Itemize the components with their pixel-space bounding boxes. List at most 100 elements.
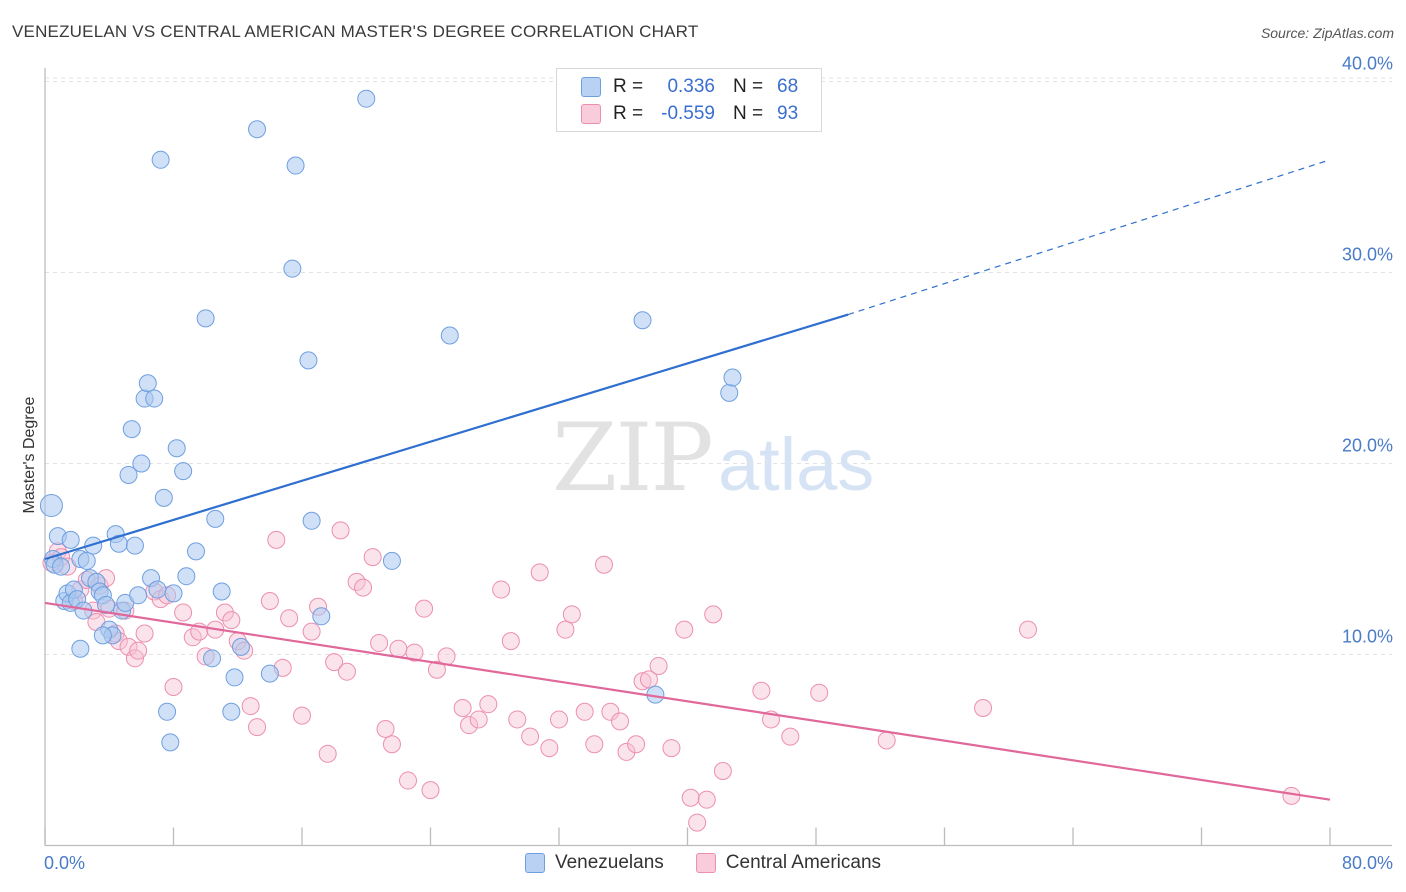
x-tick-label: 80.0% [1342, 853, 1393, 873]
central-american-point [530, 563, 549, 582]
venezuelan-point [158, 702, 177, 721]
central-american-point [501, 632, 520, 651]
series-legend: Venezuelans Central Americans [0, 852, 1406, 874]
chart-title: VENEZUELAN VS CENTRAL AMERICAN MASTER'S … [12, 22, 699, 41]
central-american-point [389, 639, 408, 658]
venezuelan-point [222, 702, 241, 721]
central-american-point [1282, 786, 1301, 805]
venezuelan-point [39, 494, 63, 518]
venezuelan-point [206, 509, 225, 528]
central-american-point [781, 727, 800, 746]
axis-labels: 10.0% 20.0% 30.0% 40.0% 0.0% 80.0% Master's De… [21, 54, 1393, 874]
venezuelan-point [286, 156, 305, 175]
venezuelan-point [77, 551, 96, 570]
legend-n-value: 68 [777, 76, 799, 97]
venezuelan-point [125, 536, 144, 555]
central-american-point [508, 710, 527, 729]
legend-swatch-venezuelans [581, 77, 601, 97]
central-american-point [639, 670, 658, 689]
venezuelan-point [248, 120, 267, 139]
venezuelan-point [167, 439, 186, 458]
grid [45, 77, 1392, 655]
source-label: Source: ZipAtlas.com [1260, 25, 1394, 41]
y-tick-label: 10.0% [1342, 627, 1393, 647]
central-american-point [421, 781, 440, 800]
central-american-point [649, 656, 668, 675]
venezuelan-point [177, 567, 196, 586]
y-tick-label: 40.0% [1342, 54, 1393, 74]
central-american-point [540, 739, 559, 758]
legend-n-label: N = [733, 76, 764, 97]
venezuelan-trend-line [44, 313, 849, 561]
central-american-point [752, 681, 771, 700]
central-american-trend-line [44, 601, 1331, 801]
central-american-point [617, 742, 636, 761]
legend-swatch-central-americans [695, 853, 716, 873]
legend-label-central-americans: Central Americans [725, 852, 882, 873]
central-american-point [675, 620, 694, 639]
venezuelan-point [720, 383, 739, 402]
legend-item-venezuelans[interactable]: Venezuelans [524, 852, 664, 874]
venezuelan-point [260, 664, 279, 683]
central-american-point [594, 555, 613, 574]
venezuelan-point [93, 626, 112, 645]
central-american-point [492, 580, 511, 599]
central-american-point [562, 605, 581, 624]
venezuelan-point [382, 551, 401, 570]
central-american-point [119, 637, 138, 656]
venezuelan-point [71, 639, 90, 658]
legend-r-value: -0.559 [661, 103, 715, 124]
central-american-point [129, 641, 148, 660]
venezuelan-point [212, 582, 231, 601]
central-american-point [164, 677, 183, 696]
central-american-point [601, 702, 620, 721]
central-american-point [704, 605, 723, 624]
central-american-point [293, 706, 311, 725]
central-american-point [427, 660, 446, 679]
central-american-point [697, 790, 716, 809]
venezuelan-point [151, 150, 170, 169]
central-american-point [325, 653, 344, 672]
venezuelan-point [203, 649, 222, 668]
venezuelan-point [302, 511, 321, 530]
venezuelan-point [231, 637, 250, 656]
central-american-point [302, 622, 321, 641]
venezuelan-point [61, 530, 80, 549]
venezuelan-point [196, 309, 215, 328]
venezuelan-trend-extension [847, 159, 1331, 316]
central-american-point [382, 735, 401, 754]
venezuelan-point [164, 584, 183, 603]
legend-r-label: R = [613, 103, 644, 124]
venezuelan-point [84, 536, 103, 555]
x-tick-label: 0.0% [44, 853, 85, 873]
central-american-point [611, 712, 630, 731]
watermark-zip: ZIP [552, 404, 714, 513]
axes [44, 68, 1392, 847]
venezuelan-point [138, 374, 157, 393]
central-american-point [405, 643, 424, 662]
venezuelan-point [119, 465, 138, 484]
venezuelan-point [723, 368, 742, 387]
central-american-point [331, 521, 350, 540]
legend-row-central-americans: R = -0.559 N = 93 [581, 102, 798, 126]
venezuelan-point [161, 733, 180, 752]
central-american-point [877, 731, 896, 750]
venezuelan-point [129, 586, 148, 605]
venezuelan-point [145, 389, 164, 408]
central-american-points [42, 521, 1301, 832]
legend-item-central-americans[interactable]: Central Americans [695, 852, 882, 874]
y-axis-title: Master's Degree [21, 396, 38, 513]
legend-swatch-venezuelans [524, 853, 545, 873]
central-american-point [810, 683, 829, 702]
central-american-point [633, 672, 652, 691]
central-american-point [318, 744, 337, 763]
legend-r-value: 0.336 [667, 76, 715, 97]
central-american-point [453, 698, 472, 717]
venezuelan-point [122, 420, 141, 439]
central-american-point [662, 739, 681, 758]
central-american-point [713, 762, 732, 781]
central-american-point [585, 735, 604, 754]
central-american-point [135, 624, 154, 643]
legend-label-venezuelans: Venezuelans [554, 852, 664, 873]
